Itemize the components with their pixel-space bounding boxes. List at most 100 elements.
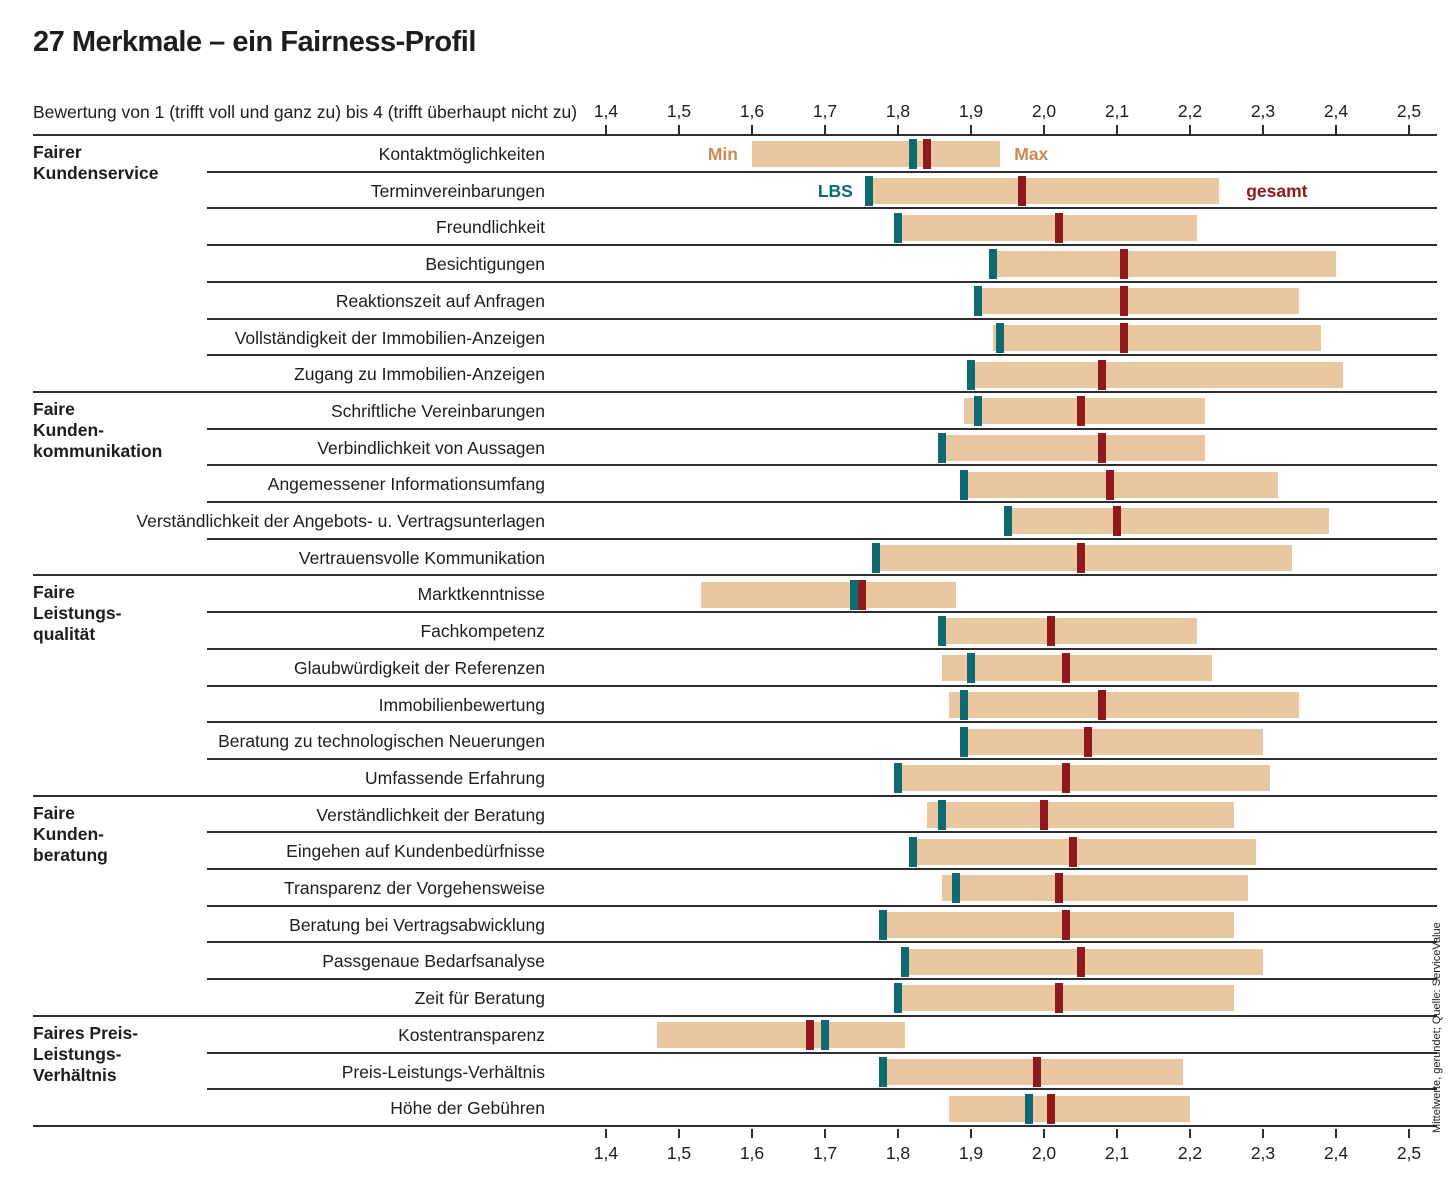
bottom-tick-mark bbox=[751, 1128, 753, 1138]
range-bar bbox=[992, 251, 1336, 278]
rating-scale-note: Bewertung von 1 (trifft voll und ganz zu… bbox=[33, 102, 578, 122]
gesamt-marker bbox=[1076, 543, 1085, 573]
top-tick-label: 1,7 bbox=[812, 101, 838, 121]
row-label: Freundlichkeit bbox=[436, 217, 545, 238]
row-label: Passgenaue Bedarfsanalyse bbox=[322, 951, 545, 972]
top-tick-label: 2,0 bbox=[1031, 101, 1057, 121]
row-label: Verständlichkeit der Angebots- u. Vertra… bbox=[136, 511, 545, 531]
row-separator bbox=[207, 317, 1437, 320]
row-separator bbox=[207, 684, 1437, 687]
lbs-marker bbox=[879, 1056, 888, 1087]
bottom-tick-label: 1,8 bbox=[885, 1142, 911, 1163]
top-tick-label: 2,5 bbox=[1396, 101, 1422, 121]
bottom-tick-mark bbox=[897, 1128, 899, 1138]
bottom-tick-mark bbox=[605, 1128, 607, 1138]
row-label: Schriftliche Vereinbarungen bbox=[330, 400, 545, 421]
range-bar bbox=[941, 875, 1249, 902]
lbs-marker bbox=[901, 946, 910, 977]
row-separator bbox=[207, 721, 1437, 724]
lbs-marker bbox=[1003, 506, 1012, 537]
bottom-tick-label: 1,6 bbox=[739, 1142, 765, 1163]
bottom-tick-mark bbox=[1262, 1128, 1264, 1138]
range-bar bbox=[963, 471, 1278, 498]
range-bar bbox=[657, 1022, 906, 1049]
top-tick-mark bbox=[605, 125, 607, 134]
row-label: Terminvereinbarungen bbox=[370, 180, 545, 201]
bottom-tick-label: 1,5 bbox=[666, 1142, 692, 1163]
legend-min-label: Min bbox=[707, 144, 738, 164]
gesamt-marker bbox=[1120, 286, 1129, 317]
bottom-tick-label: 2,3 bbox=[1250, 1142, 1276, 1163]
gesamt-marker bbox=[1083, 726, 1092, 757]
lbs-marker bbox=[996, 322, 1005, 353]
gesamt-marker bbox=[1076, 396, 1085, 427]
legend-max-label: Max bbox=[1014, 144, 1049, 164]
gesamt-marker bbox=[857, 579, 866, 610]
lbs-marker bbox=[937, 616, 946, 647]
row-separator bbox=[207, 280, 1437, 283]
bottom-tick-label: 1,4 bbox=[593, 1142, 619, 1163]
top-tick-label: 1,9 bbox=[958, 101, 984, 121]
gesamt-marker bbox=[1098, 432, 1107, 463]
legend-gesamt-label: gesamt bbox=[1246, 180, 1308, 201]
bottom-tick-mark bbox=[1116, 1128, 1118, 1138]
bottom-tick-label: 2,4 bbox=[1323, 1142, 1349, 1163]
gesamt-marker bbox=[806, 1020, 815, 1051]
row-label: Verständlichkeit der Beratung bbox=[316, 804, 545, 825]
group-label: Faire Kunden- kommunikation bbox=[33, 398, 163, 461]
row-separator bbox=[207, 207, 1437, 210]
range-bar bbox=[912, 838, 1256, 865]
group-label: Fairer Kundenservice bbox=[33, 142, 159, 183]
gesamt-marker bbox=[1120, 322, 1129, 353]
top-tick-mark bbox=[897, 125, 899, 134]
row-separator bbox=[207, 354, 1437, 357]
bottom-tick-label: 2,1 bbox=[1104, 1142, 1130, 1163]
gesamt-marker bbox=[1061, 763, 1070, 794]
gesamt-marker bbox=[923, 139, 932, 170]
lbs-marker bbox=[894, 763, 902, 794]
gesamt-marker bbox=[1054, 983, 1063, 1014]
bottom-tick-mark bbox=[1408, 1128, 1410, 1138]
lbs-marker bbox=[879, 910, 888, 940]
top-tick-mark bbox=[751, 125, 753, 134]
lbs-marker bbox=[894, 212, 902, 243]
lbs-marker bbox=[974, 286, 983, 317]
row-label: Preis-Leistungs-Verhältnis bbox=[341, 1061, 545, 1082]
gesamt-marker bbox=[1061, 910, 1070, 940]
lbs-marker bbox=[959, 726, 968, 757]
row-separator bbox=[207, 831, 1437, 834]
lbs-marker bbox=[937, 432, 946, 463]
row-separator bbox=[207, 244, 1437, 247]
row-label: Höhe der Gebühren bbox=[390, 1098, 545, 1119]
bottom-tick-mark bbox=[1043, 1128, 1045, 1138]
row-separator bbox=[207, 170, 1437, 173]
top-tick-mark bbox=[678, 125, 680, 134]
lbs-marker bbox=[959, 689, 968, 720]
row-label: Marktkenntnisse bbox=[417, 584, 545, 605]
gesamt-marker bbox=[1069, 836, 1078, 867]
page-title: 27 Merkmale – ein Fairness-Profil bbox=[33, 26, 476, 58]
row-separator bbox=[207, 501, 1437, 503]
gesamt-marker bbox=[1098, 689, 1107, 720]
top-tick-label: 1,4 bbox=[593, 101, 619, 121]
lbs-marker bbox=[974, 396, 983, 427]
row-label: Zugang zu Immobilien-Anzeigen bbox=[294, 364, 545, 385]
gesamt-marker bbox=[1018, 176, 1027, 206]
bottom-tick-mark bbox=[678, 1128, 680, 1138]
top-tick-label: 1,6 bbox=[739, 101, 765, 121]
top-tick-label: 2,1 bbox=[1104, 101, 1130, 121]
bottom-tick-mark bbox=[1335, 1128, 1337, 1138]
row-label: Glaubwürdigkeit der Referenzen bbox=[294, 657, 545, 678]
axis-top-line bbox=[33, 134, 1437, 136]
row-label: Kostentransparenz bbox=[398, 1024, 545, 1045]
top-tick-label: 2,2 bbox=[1177, 101, 1203, 121]
range-bar bbox=[941, 618, 1198, 645]
lbs-marker bbox=[908, 139, 917, 170]
bottom-tick-mark bbox=[970, 1128, 972, 1138]
top-tick-label: 2,4 bbox=[1323, 101, 1349, 121]
lbs-marker bbox=[952, 873, 961, 904]
row-label: Eingehen auf Kundenbedürfnisse bbox=[286, 841, 545, 862]
range-bar bbox=[1007, 508, 1329, 535]
gesamt-marker bbox=[1040, 799, 1048, 830]
